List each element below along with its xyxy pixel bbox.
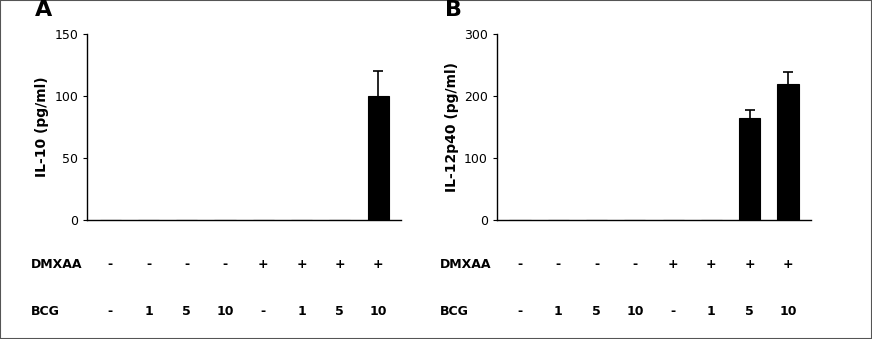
Text: +: + (373, 258, 384, 271)
Text: +: + (783, 258, 794, 271)
Text: -: - (107, 305, 112, 318)
Text: A: A (35, 0, 52, 20)
Text: -: - (222, 258, 228, 271)
Text: 5: 5 (592, 305, 601, 318)
Text: -: - (261, 305, 266, 318)
Text: DMXAA: DMXAA (31, 258, 82, 271)
Text: +: + (668, 258, 678, 271)
Text: 10: 10 (626, 305, 644, 318)
Text: 10: 10 (216, 305, 234, 318)
Text: 1: 1 (554, 305, 562, 318)
Text: -: - (555, 258, 561, 271)
Bar (778, 84, 799, 220)
Text: +: + (258, 258, 269, 271)
Text: 10: 10 (780, 305, 797, 318)
Bar (368, 96, 389, 220)
Text: 1: 1 (144, 305, 153, 318)
Text: -: - (146, 258, 151, 271)
Text: 5: 5 (182, 305, 191, 318)
Text: -: - (517, 258, 522, 271)
Text: -: - (517, 305, 522, 318)
Text: -: - (594, 258, 599, 271)
Text: BCG: BCG (31, 305, 59, 318)
Text: 5: 5 (746, 305, 754, 318)
Text: +: + (745, 258, 755, 271)
Y-axis label: IL-10 (pg/ml): IL-10 (pg/ml) (35, 77, 49, 177)
Text: -: - (184, 258, 189, 271)
Text: -: - (107, 258, 112, 271)
Text: B: B (445, 0, 461, 20)
Text: +: + (335, 258, 345, 271)
Text: 5: 5 (336, 305, 344, 318)
Text: 10: 10 (370, 305, 387, 318)
Text: DMXAA: DMXAA (440, 258, 492, 271)
Text: 1: 1 (297, 305, 306, 318)
Text: BCG: BCG (440, 305, 469, 318)
Text: +: + (706, 258, 717, 271)
Text: 1: 1 (707, 305, 716, 318)
Text: +: + (296, 258, 307, 271)
Y-axis label: IL-12p40 (pg/ml): IL-12p40 (pg/ml) (445, 62, 459, 192)
Bar (739, 118, 760, 220)
Text: -: - (632, 258, 637, 271)
Text: -: - (671, 305, 676, 318)
